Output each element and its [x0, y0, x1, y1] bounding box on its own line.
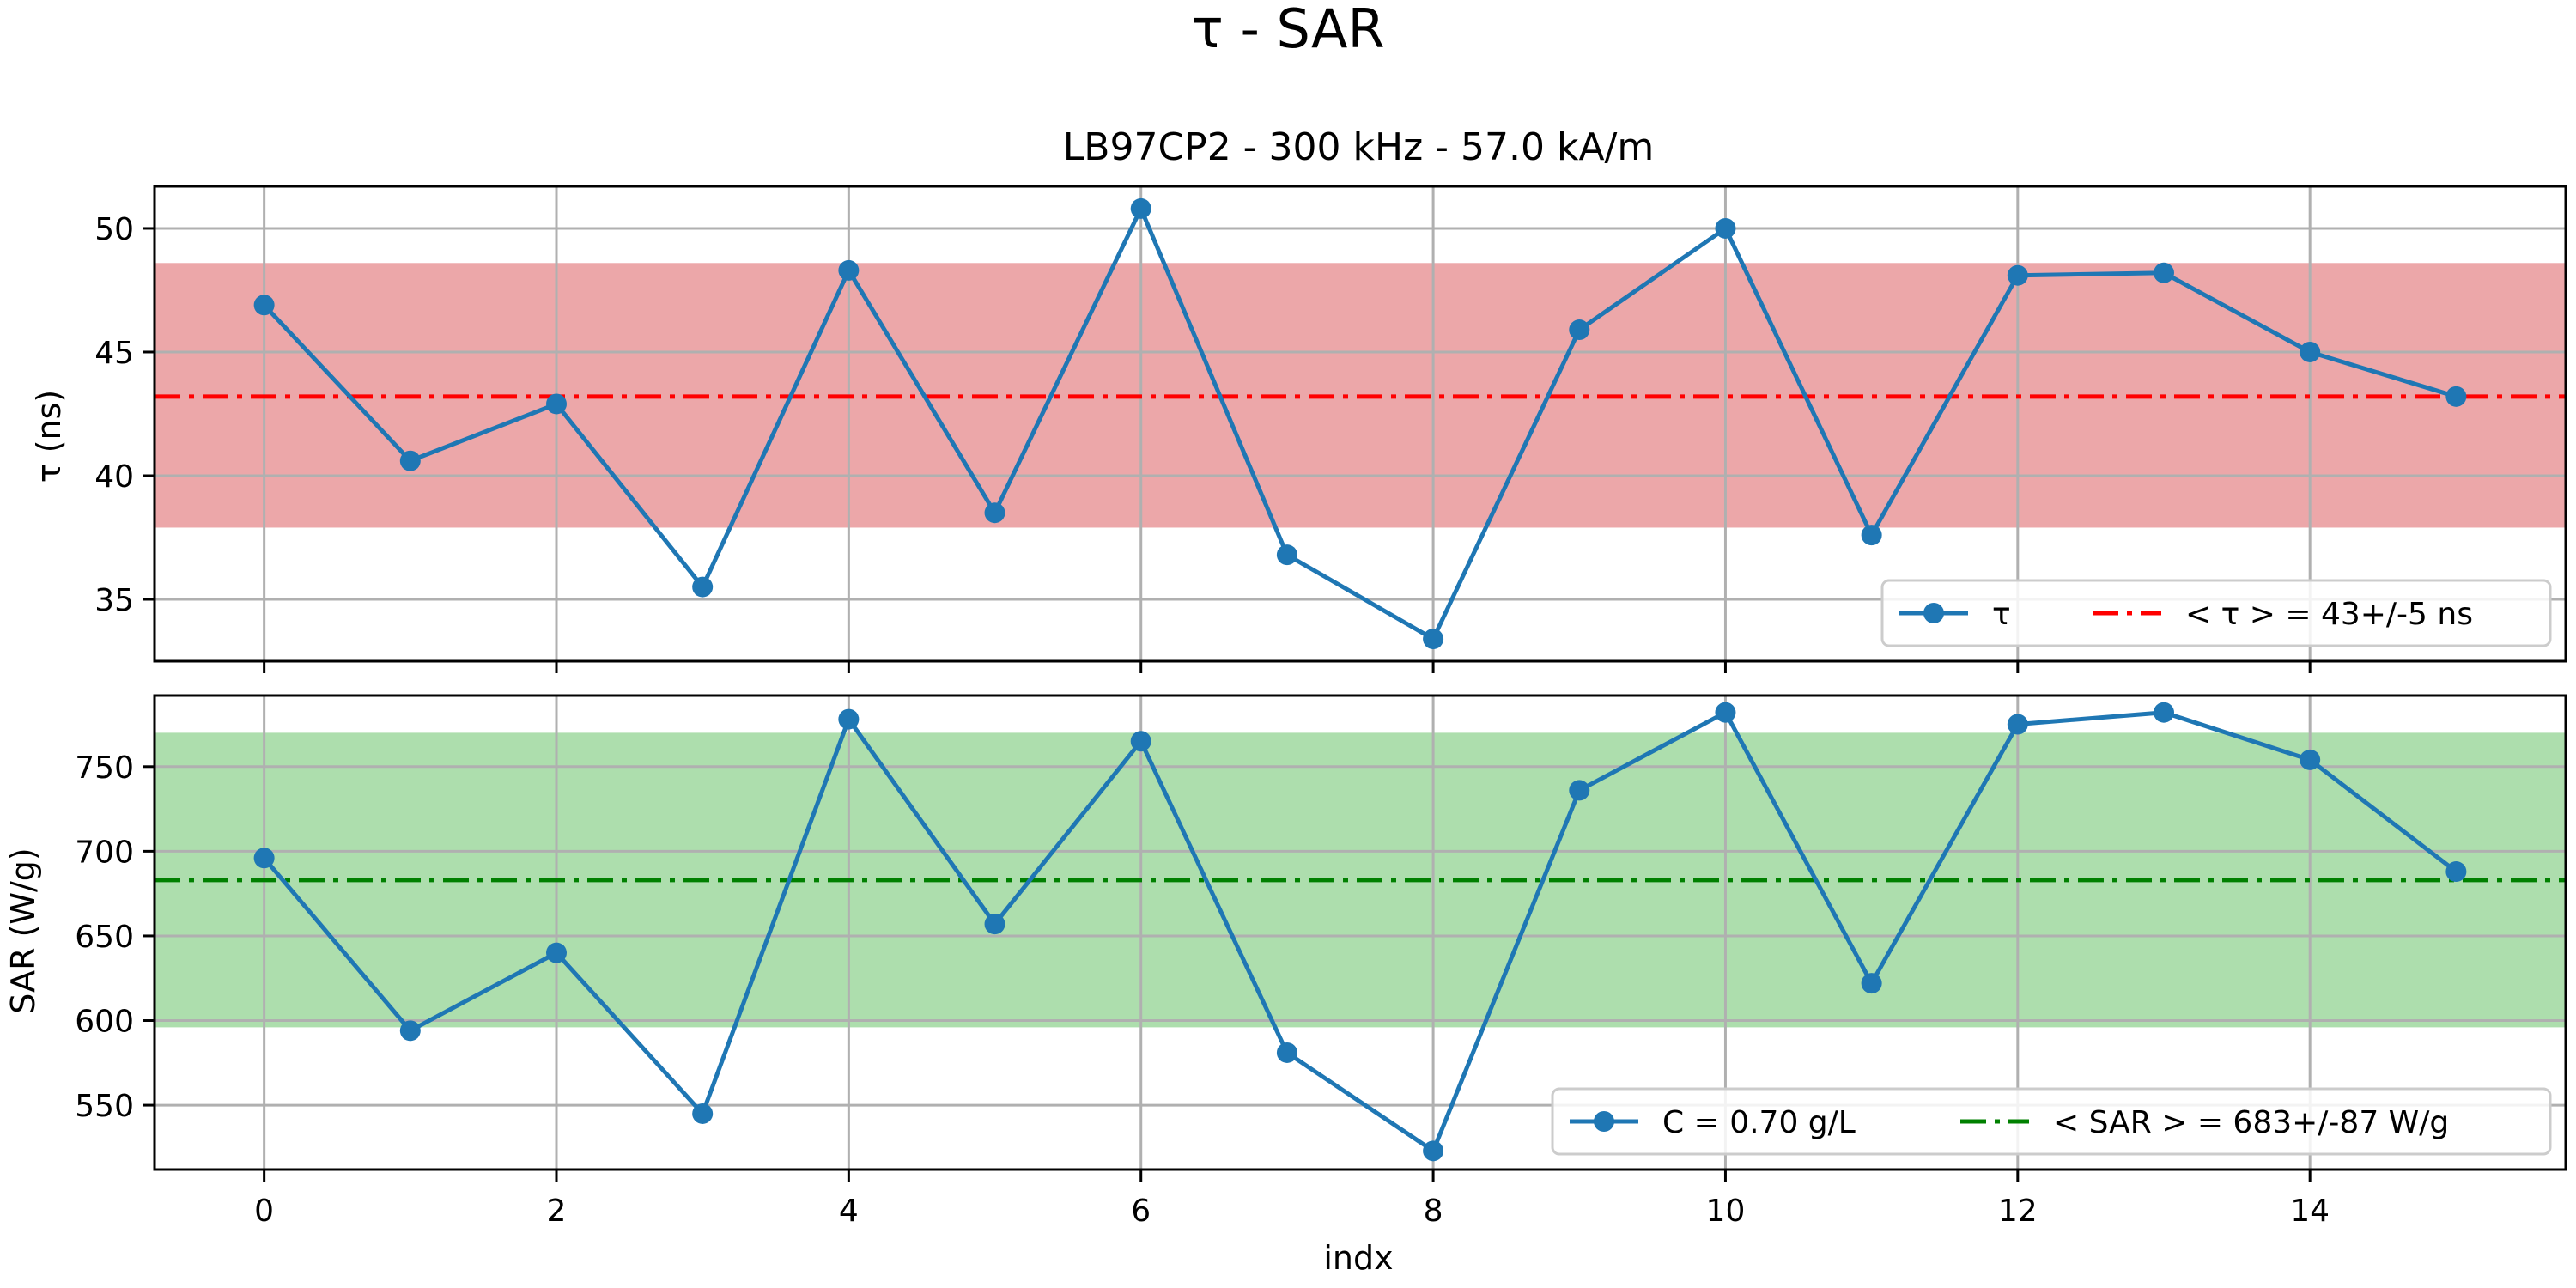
sar-data-point [2154, 702, 2174, 723]
x-tick-label: 8 [1424, 1194, 1443, 1229]
x-tick-label: 2 [547, 1194, 567, 1229]
tau-data-point [1861, 525, 1882, 546]
tau-subplot-title: LB97CP2 - 300 kHz - 57.0 kA/m [1063, 125, 1655, 169]
tau-data-point [399, 450, 421, 471]
sar-y-tick-label: 650 [75, 920, 134, 955]
sar-data-point [2445, 861, 2467, 883]
sar-legend: C = 0.70 g/L < SAR > = 683+/-87 W/g [1551, 1087, 2552, 1156]
tau-data-point [984, 502, 1005, 524]
sar-y-axis-label: SAR (W/g) [4, 848, 42, 1013]
tau-legend-series-label: τ [1992, 597, 2011, 632]
sar-axes-frame [153, 694, 2567, 1171]
tau-legend-box [1880, 579, 2552, 647]
tau-legend-mean-label: < τ > = 43+/-5 ns [2185, 597, 2473, 632]
tau-data-point [253, 295, 275, 316]
tau-y-tick-label: 45 [94, 336, 134, 371]
tau-data-point [1715, 217, 1736, 239]
tau-data-point [2154, 262, 2174, 283]
sar-data-point [1276, 1042, 1297, 1063]
sar-data-point [1569, 780, 1590, 801]
sar-data-point [984, 914, 1005, 935]
tau-data-point [1569, 319, 1590, 341]
x-tick-label: 4 [839, 1194, 859, 1229]
sar-legend-series-marker [1594, 1111, 1614, 1132]
tau-data-point [2300, 341, 2321, 362]
x-tick-label: 10 [1706, 1194, 1746, 1229]
tau-y-tick-label: 40 [94, 459, 134, 495]
tau-legend: τ < τ > = 43+/-5 ns [1880, 579, 2552, 647]
tau-subplot: LB97CP2 - 300 kHz - 57.0 kA/m τ (ns) 35 4… [30, 125, 2567, 673]
sar-legend-box [1551, 1087, 2552, 1156]
sar-y-tick-label: 550 [75, 1089, 134, 1124]
sar-y-tick-label: 600 [75, 1005, 134, 1040]
tau-data-point [1276, 544, 1297, 566]
sar-subplot: SAR (W/g) indx 0 2 4 6 8 10 12 14 550 600 650 700 75… [4, 694, 2567, 1277]
tau-data-point [692, 576, 714, 598]
tau-data-point [1130, 197, 1151, 219]
sar-series-line [262, 710, 2458, 1153]
sar-data-point [1861, 973, 1882, 994]
tau-data-point [1423, 629, 1444, 650]
sar-data-point [1715, 702, 1736, 723]
tau-y-tick-label: 50 [94, 212, 134, 247]
sar-data-point [1423, 1140, 1444, 1162]
tau-data-point [2007, 264, 2028, 286]
sar-data-point [399, 1020, 421, 1042]
sar-legend-mean-label: < SAR > = 683+/-87 W/g [2053, 1105, 2449, 1140]
sar-data-point [2007, 714, 2028, 735]
sar-data-point [253, 848, 275, 869]
sar-legend-series-label: C = 0.70 g/L [1662, 1105, 1856, 1140]
figure-suptitle: τ - SAR [1191, 0, 1384, 60]
tau-y-tick-label: 35 [94, 583, 134, 618]
sar-data-point [546, 942, 567, 963]
sar-data-point [2300, 749, 2321, 770]
tau-data-point [546, 393, 567, 415]
tau-y-axis-label: τ (ns) [30, 390, 68, 483]
sar-y-tick-label: 700 [75, 835, 134, 870]
sar-y-tick-label: 750 [75, 750, 134, 786]
tau-data-point [2445, 386, 2467, 407]
tau-series-line [262, 206, 2458, 641]
tau-data-point [838, 259, 860, 281]
x-tick-label: 0 [254, 1194, 274, 1229]
x-axis-label: indx [1323, 1239, 1393, 1277]
tau-axes-frame [153, 185, 2567, 663]
tau-legend-series-marker [1923, 603, 1944, 623]
sar-data-point [838, 708, 860, 730]
sar-data-point [1130, 731, 1151, 752]
x-tick-label: 12 [1998, 1194, 2038, 1229]
sar-data-point [692, 1103, 714, 1124]
x-tick-label: 6 [1131, 1194, 1151, 1229]
x-tick-label: 14 [2290, 1194, 2330, 1229]
